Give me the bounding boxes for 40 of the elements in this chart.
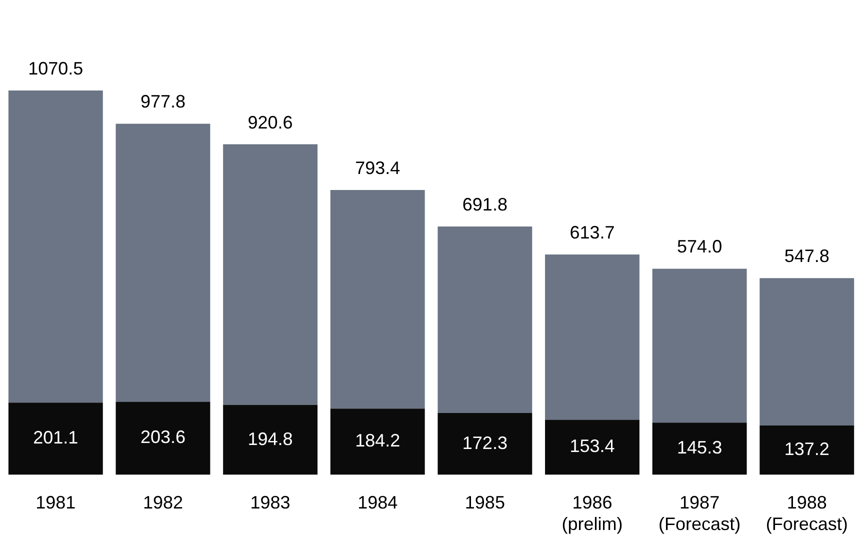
bar — [760, 426, 854, 475]
x-tick-label: 1988 (Forecast) — [766, 492, 848, 534]
bar — [330, 190, 425, 409]
bar — [545, 254, 640, 420]
x-tick-label: 1987 (Forecast) — [658, 492, 741, 534]
data-label: 137.2 — [784, 439, 830, 460]
bar — [8, 402, 103, 475]
bar — [652, 422, 747, 475]
data-label: 145.3 — [677, 438, 722, 458]
data-label: 194.8 — [248, 428, 293, 449]
total-label: 977.8 — [140, 92, 186, 112]
bar — [330, 408, 425, 475]
x-tick-label: 1983 — [250, 492, 290, 513]
x-tick-label: 1982 — [142, 492, 183, 513]
data-label: 184.2 — [355, 430, 400, 451]
bar — [545, 420, 640, 475]
x-tick-label: 1981 — [36, 492, 76, 513]
total-label: 920.6 — [248, 112, 293, 132]
bar — [652, 268, 747, 423]
total-label: 1070.5 — [28, 58, 84, 78]
bar — [438, 226, 532, 413]
bar — [8, 90, 103, 403]
data-label: 201.1 — [33, 428, 78, 448]
data-label: 203.6 — [140, 427, 186, 448]
x-tick-label: 1984 — [358, 492, 398, 513]
bar — [760, 278, 854, 426]
bar — [116, 402, 210, 475]
bar — [223, 144, 318, 405]
data-label: 153.4 — [570, 436, 615, 456]
bar — [223, 404, 318, 475]
total-label: 793.4 — [355, 158, 400, 178]
total-label: 547.8 — [784, 246, 830, 266]
x-tick-label: 1986 (prelim) — [562, 492, 623, 534]
total-label: 574.0 — [677, 236, 722, 257]
data-label: 172.3 — [462, 432, 508, 453]
total-label: 691.8 — [462, 194, 508, 214]
x-tick-label: 1985 — [464, 492, 505, 513]
total-label: 613.7 — [570, 222, 615, 242]
bar — [438, 412, 532, 475]
bar — [116, 124, 210, 402]
